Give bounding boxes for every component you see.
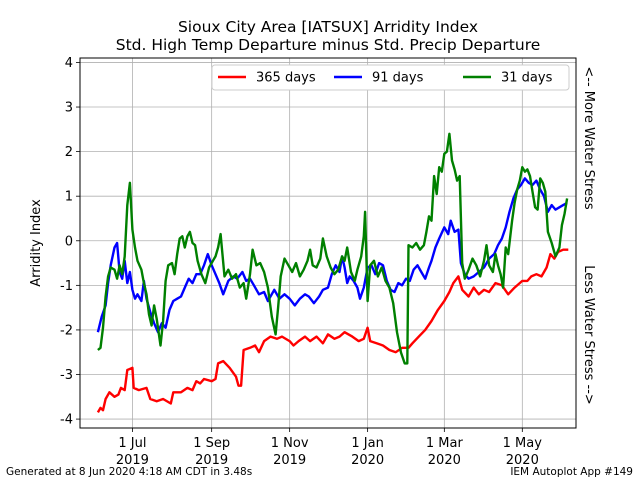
x-tick-label: 1 Jul xyxy=(118,436,146,451)
x-tick-label: 1 Jan xyxy=(351,436,383,451)
chart-title-line2: Std. High Temp Departure minus Std. Prec… xyxy=(116,36,541,54)
legend-label: 91 days xyxy=(372,71,424,86)
right-label-bottom: Less Water Stress --> xyxy=(581,265,596,405)
y-axis-label: Arridity Index xyxy=(29,199,44,287)
x-axis-ticks: 1 Jul 2019 1 Sep 2019 1 Nov 2019 1 Jan 2020 1 Ma… xyxy=(116,428,542,468)
y-tick-label: -3 xyxy=(60,368,73,383)
series-lines xyxy=(96,132,569,414)
grid xyxy=(80,58,576,428)
chart-title-line1: Sioux City Area [IATSUX] Arridity Index xyxy=(178,18,478,36)
x-tick-year-label: 2019 xyxy=(116,453,149,468)
x-tick-label: 1 Mar xyxy=(426,436,464,451)
footer-generated-text: Generated at 8 Jun 2020 4:18 AM CDT in 3… xyxy=(6,466,252,478)
x-tick-year-label: 2020 xyxy=(428,453,461,468)
legend: 365 days 91 days 31 days xyxy=(211,64,570,91)
right-label-top: <-- More Water Stress xyxy=(581,66,596,210)
x-tick-label: 1 Sep xyxy=(193,436,230,451)
x-tick-label: 1 Nov xyxy=(271,436,309,451)
series-line-365-days xyxy=(96,248,569,414)
y-tick-label: 4 xyxy=(65,56,73,71)
y-tick-label: 1 xyxy=(65,190,73,205)
y-tick-label: -4 xyxy=(60,413,73,428)
x-tick-year-label: 2019 xyxy=(195,453,228,468)
legend-label: 365 days xyxy=(256,71,316,86)
y-tick-label: 0 xyxy=(65,234,73,249)
series-line-31-days xyxy=(97,132,569,365)
legend-label: 31 days xyxy=(501,71,553,86)
y-tick-label: -2 xyxy=(60,323,73,338)
x-tick-year-label: 2020 xyxy=(351,453,384,468)
legend-box xyxy=(211,64,570,91)
x-tick-label: 1 May xyxy=(503,436,543,451)
plot-frame xyxy=(79,57,577,429)
y-axis-ticks: -4 -3 -2 -1 0 1 2 3 4 xyxy=(60,56,80,428)
y-tick-label: -1 xyxy=(60,279,73,294)
footer-app-text: IEM Autoplot App #149 xyxy=(510,466,633,478)
x-tick-year-label: 2019 xyxy=(273,453,306,468)
y-tick-label: 3 xyxy=(65,101,73,116)
y-tick-label: 2 xyxy=(65,145,73,160)
x-tick-year-label: 2020 xyxy=(506,453,539,468)
